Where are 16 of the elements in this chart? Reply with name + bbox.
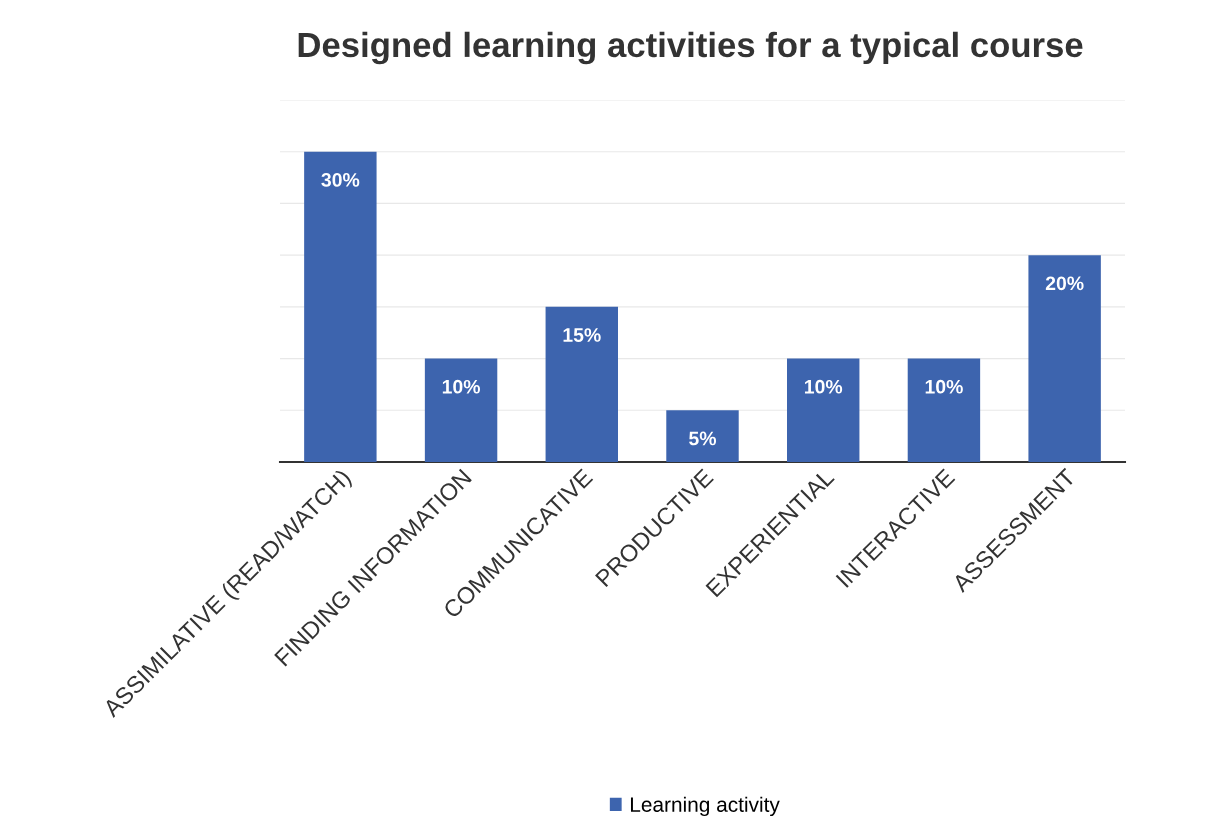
data-label: 15% <box>563 328 601 342</box>
bar <box>907 358 981 462</box>
data-label: 10% <box>925 379 963 394</box>
data-label: 10% <box>804 379 843 394</box>
data-label: 10% <box>442 379 481 394</box>
bar <box>545 306 618 462</box>
bar <box>424 358 498 462</box>
data-label: 5% <box>689 431 717 446</box>
legend-label: Learning activity <box>630 796 780 817</box>
data-label: 30% <box>321 172 360 187</box>
bar <box>666 410 739 462</box>
bar <box>304 151 377 462</box>
bar <box>1028 255 1101 462</box>
chart-title: Designed learning activities for a typical course <box>298 31 1083 65</box>
bar <box>787 358 860 462</box>
data-label: 20% <box>1045 276 1084 291</box>
